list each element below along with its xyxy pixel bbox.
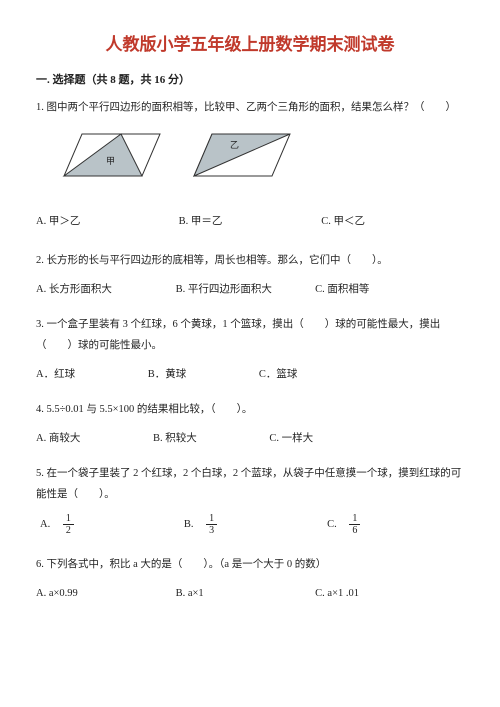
triangle-b (194, 134, 290, 176)
q5-opt-b-label: B. (184, 519, 194, 530)
label-a: 甲 (106, 156, 115, 166)
q6-opt-b: B. a×1 (176, 583, 313, 604)
q5-text: 5. 在一个袋子里装了 2 个红球，2 个白球，2 个蓝球，从袋子中任意摸一个球… (36, 463, 464, 505)
frac-den: 2 (63, 525, 74, 536)
q5-opt-c-frac: 1 6 (349, 513, 360, 536)
q1-figures: 甲 乙 (46, 126, 464, 197)
q5-options: A. 1 2 B. 1 3 C. 1 6 (36, 513, 464, 536)
q5-opt-b: B. 1 3 (184, 513, 217, 536)
frac-den: 6 (349, 525, 360, 536)
q4-options: A. 商较大 B. 积较大 C. 一样大 (36, 428, 464, 449)
q5-opt-a: A. 1 2 (40, 513, 74, 536)
q4-opt-c: C. 一样大 (269, 428, 313, 449)
q4-text: 4. 5.5÷0.01 与 5.5×100 的结果相比较，（ ）。 (36, 399, 464, 420)
q2-opt-b: B. 平行四边形面积大 (176, 279, 313, 300)
q3-options: A．红球 B．黄球 C．篮球 (36, 364, 464, 385)
q6-opt-c: C. a×1 .01 (315, 583, 452, 604)
section-heading: 一. 选择题（共 8 题，共 16 分） (36, 71, 464, 87)
q5-opt-b-frac: 1 3 (206, 513, 217, 536)
q2-opt-a: A. 长方形面积大 (36, 279, 173, 300)
q2-options: A. 长方形面积大 B. 平行四边形面积大 C. 面积相等 (36, 279, 464, 300)
q1-opt-a: A. 甲＞乙 (36, 211, 176, 232)
q3-opt-c: C．篮球 (259, 364, 298, 385)
q2-text: 2. 长方形的长与平行四边形的底相等，周长也相等。那么，它们中（ ）。 (36, 250, 464, 271)
triangle-a (64, 134, 142, 176)
q5-opt-a-label: A. (40, 519, 50, 530)
q3-opt-a: A．红球 (36, 364, 75, 385)
q1-text: 1. 图中两个平行四边形的面积相等，比较甲、乙两个三角形的面积，结果怎么样？（ … (36, 97, 464, 118)
frac-num: 1 (63, 513, 74, 525)
exam-page: 人教版小学五年级上册数学期末测试卷 一. 选择题（共 8 题，共 16 分） 1… (0, 0, 500, 638)
q5-opt-c: C. 1 6 (327, 513, 360, 536)
q2-opt-c: C. 面积相等 (315, 279, 452, 300)
q1-options: A. 甲＞乙 B. 甲＝乙 C. 甲＜乙 (36, 211, 464, 232)
q4-opt-b: B. 积较大 (153, 428, 197, 449)
frac-num: 1 (349, 513, 360, 525)
frac-num: 1 (206, 513, 217, 525)
q1-opt-b: B. 甲＝乙 (179, 211, 319, 232)
exam-title: 人教版小学五年级上册数学期末测试卷 (36, 30, 464, 55)
q1-svg: 甲 乙 (46, 126, 306, 192)
q3-opt-b: B．黄球 (148, 364, 187, 385)
q1-opt-c: C. 甲＜乙 (321, 211, 365, 232)
q4-opt-a: A. 商较大 (36, 428, 80, 449)
label-b: 乙 (230, 140, 239, 150)
q6-options: A. a×0.99 B. a×1 C. a×1 .01 (36, 583, 464, 604)
q5-opt-a-frac: 1 2 (63, 513, 74, 536)
frac-den: 3 (206, 525, 217, 536)
q6-opt-a: A. a×0.99 (36, 583, 173, 604)
q5-opt-c-label: C. (327, 519, 337, 530)
q3-text: 3. 一个盒子里装有 3 个红球，6 个黄球，1 个篮球，摸出（ ）球的可能性最… (36, 314, 464, 356)
q6-text: 6. 下列各式中，积比 a 大的是（ ）。（a 是一个大于 0 的数） (36, 554, 464, 575)
